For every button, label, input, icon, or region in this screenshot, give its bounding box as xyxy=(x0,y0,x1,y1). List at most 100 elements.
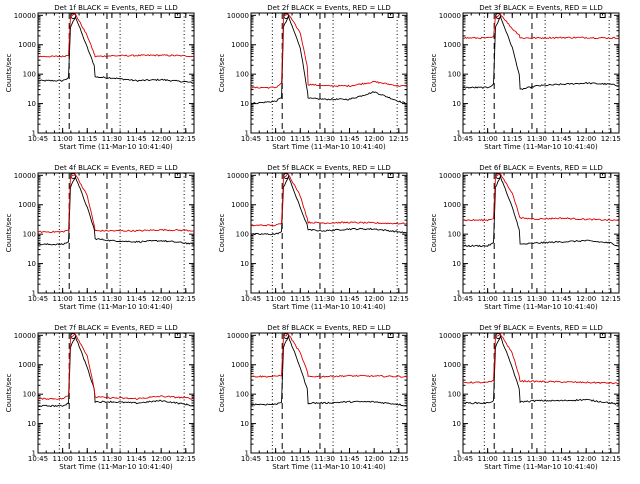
events-series-line xyxy=(37,16,194,84)
x-tick-label: 10:45 xyxy=(241,455,261,463)
x-tick-label: 12:15 xyxy=(389,295,409,303)
lld-series-line xyxy=(462,333,619,385)
y-tick-label: 1000 xyxy=(231,361,249,369)
panel-title: Det 6f BLACK = Events, RED = LLD xyxy=(479,164,602,172)
flare-marker-icon xyxy=(283,173,290,179)
x-tick-label: 10:45 xyxy=(453,295,473,303)
y-tick-label: 10000 xyxy=(439,332,461,340)
x-tick-label: 12:15 xyxy=(176,295,196,303)
attenuator-marker-icon xyxy=(599,13,606,18)
x-tick-label: 12:00 xyxy=(576,455,596,463)
x-tick-label: 12:15 xyxy=(601,455,621,463)
y-axis-label: Counts/sec xyxy=(218,54,226,93)
y-tick-label: 10000 xyxy=(227,172,249,180)
y-tick-label: 10000 xyxy=(439,172,461,180)
attenuator-marker-icon xyxy=(174,333,181,338)
x-tick-label: 11:45 xyxy=(126,455,146,463)
panel-title: Det 2f BLACK = Events, RED = LLD xyxy=(267,4,390,12)
y-tick-label: 10 xyxy=(240,100,249,108)
x-tick-label: 12:15 xyxy=(176,135,196,143)
y-tick-label: 10 xyxy=(27,100,36,108)
x-tick-label: 11:45 xyxy=(339,135,359,143)
lld-series-line xyxy=(37,173,194,233)
attenuator-marker-icon xyxy=(599,173,606,178)
x-tick-label: 12:00 xyxy=(364,295,384,303)
y-tick-label: 1000 xyxy=(443,201,461,209)
y-tick-label: 1 xyxy=(245,450,249,458)
x-tick-label: 12:00 xyxy=(364,135,384,143)
panel-det-4: Det 4f BLACK = Events, RED = LLD 1 10 100 10… xyxy=(5,164,196,311)
lld-series-line xyxy=(462,172,619,222)
x-tick-label: 11:15 xyxy=(502,135,522,143)
x-tick-label: 11:30 xyxy=(527,455,547,463)
x-tick-label: 11:30 xyxy=(527,135,547,143)
x-tick-label: 10:45 xyxy=(28,455,48,463)
y-tick-label: 1 xyxy=(245,130,249,138)
x-axis-label: Start Time (11-Mar-10 10:41:40) xyxy=(272,463,386,471)
y-tick-label: 1000 xyxy=(443,361,461,369)
panel-det-8: Det 8f BLACK = Events, RED = LLD 1 10 100 10… xyxy=(218,324,409,471)
plot-frame xyxy=(250,12,408,134)
x-tick-label: 11:15 xyxy=(77,135,97,143)
x-tick-label: 11:00 xyxy=(266,135,286,143)
attenuator-marker-icon xyxy=(387,13,394,18)
x-tick-label: 11:00 xyxy=(266,455,286,463)
attenuator-marker-icon xyxy=(174,13,181,18)
y-axis-label: Counts/sec xyxy=(430,374,438,413)
x-tick-label: 12:15 xyxy=(601,135,621,143)
x-tick-label: 11:00 xyxy=(478,135,498,143)
x-tick-label: 11:45 xyxy=(339,455,359,463)
y-tick-label: 10 xyxy=(27,420,36,428)
plot-frame xyxy=(462,172,620,294)
x-tick-label: 12:00 xyxy=(151,135,171,143)
x-tick-label: 12:15 xyxy=(389,455,409,463)
x-tick-label: 11:45 xyxy=(126,295,146,303)
panel-det-3: Det 3f BLACK = Events, RED = LLD 1 10 100 10… xyxy=(430,4,621,151)
x-tick-label: 11:15 xyxy=(290,295,310,303)
panel-title: Det 1f BLACK = Events, RED = LLD xyxy=(54,4,177,12)
x-tick-label: 12:15 xyxy=(389,135,409,143)
x-tick-label: 10:45 xyxy=(241,295,261,303)
y-tick-label: 10000 xyxy=(14,332,36,340)
panel-det-1: Det 1f BLACK = Events, RED = LLD 1 10 100 10… xyxy=(5,4,196,151)
y-tick-label: 1000 xyxy=(18,361,36,369)
x-axis-label: Start Time (11-Mar-10 10:41:40) xyxy=(484,143,598,151)
y-tick-label: 100 xyxy=(236,71,249,79)
x-tick-label: 11:15 xyxy=(502,455,522,463)
x-tick-label: 12:00 xyxy=(576,295,596,303)
x-tick-label: 12:15 xyxy=(176,455,196,463)
x-tick-label: 11:15 xyxy=(290,135,310,143)
lld-series-line xyxy=(38,334,194,401)
x-axis-label: Start Time (11-Mar-10 10:41:40) xyxy=(59,303,173,311)
x-tick-label: 11:00 xyxy=(478,295,498,303)
y-axis-label: Counts/sec xyxy=(218,214,226,253)
y-tick-label: 10 xyxy=(452,100,461,108)
lld-series-line xyxy=(250,173,407,227)
panel-title: Det 3f BLACK = Events, RED = LLD xyxy=(479,4,602,12)
events-series-line xyxy=(250,14,407,105)
y-tick-label: 10000 xyxy=(439,12,461,20)
y-axis-label: Counts/sec xyxy=(5,54,13,93)
x-axis-label: Start Time (11-Mar-10 10:41:40) xyxy=(272,303,386,311)
lld-series-line xyxy=(462,13,619,40)
x-tick-label: 11:45 xyxy=(551,455,571,463)
x-tick-label: 10:45 xyxy=(453,135,473,143)
x-tick-label: 11:45 xyxy=(551,135,571,143)
x-axis-label: Start Time (11-Mar-10 10:41:40) xyxy=(272,143,386,151)
panel-det-9: Det 9f BLACK = Events, RED = LLD 1 10 100 10… xyxy=(430,324,621,471)
x-tick-label: 11:30 xyxy=(102,135,122,143)
y-tick-label: 1000 xyxy=(231,201,249,209)
x-tick-label: 12:00 xyxy=(576,135,596,143)
y-tick-label: 100 xyxy=(23,391,36,399)
attenuator-marker-icon xyxy=(174,173,181,178)
plot-frame xyxy=(250,332,408,454)
x-tick-label: 11:45 xyxy=(551,295,571,303)
y-tick-label: 10000 xyxy=(227,12,249,20)
x-axis-label: Start Time (11-Mar-10 10:41:40) xyxy=(484,463,598,471)
x-tick-label: 11:45 xyxy=(339,295,359,303)
y-tick-label: 1000 xyxy=(443,41,461,49)
plot-frame xyxy=(37,172,195,294)
panel-title: Det 8f BLACK = Events, RED = LLD xyxy=(267,324,390,332)
y-tick-label: 10000 xyxy=(14,12,36,20)
